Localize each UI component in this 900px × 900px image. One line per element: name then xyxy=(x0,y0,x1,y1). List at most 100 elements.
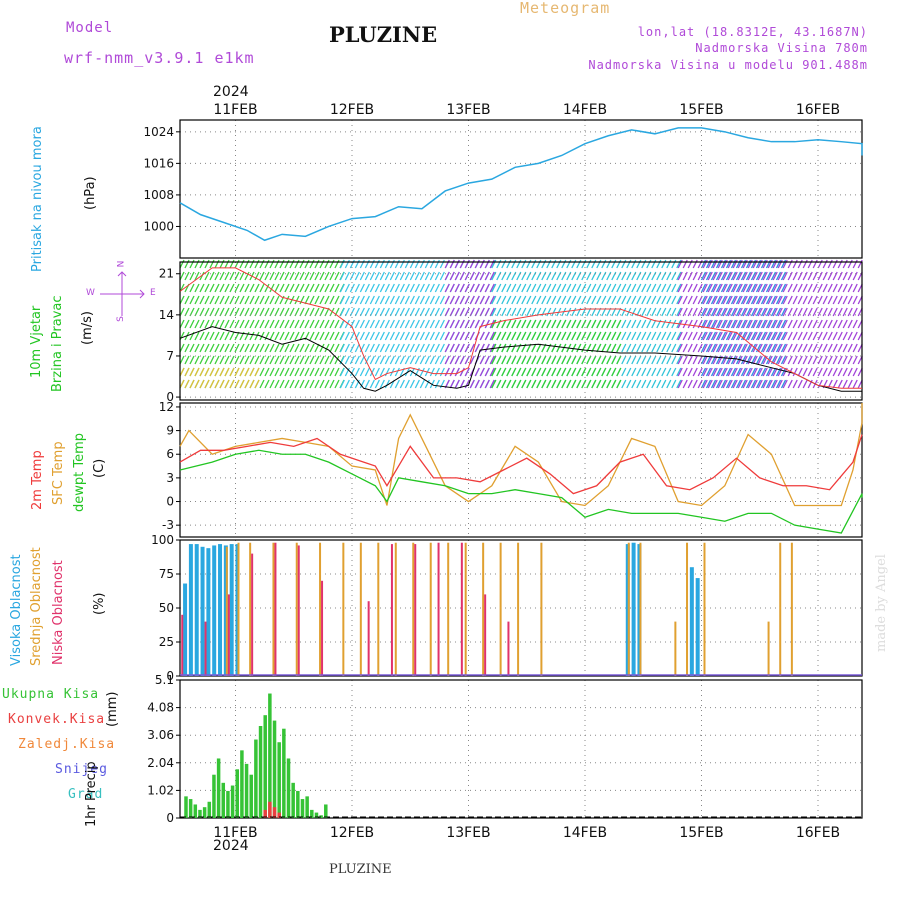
wind-barb xyxy=(750,295,757,305)
wind-barb xyxy=(414,319,420,329)
wind-barb xyxy=(571,379,577,389)
wind-barb xyxy=(775,343,782,353)
wind-barb xyxy=(551,331,557,341)
wind-barb xyxy=(732,295,738,305)
wind-barb xyxy=(374,283,380,293)
wind-barb xyxy=(566,283,572,293)
wind-barb xyxy=(732,283,738,293)
cloud-bar xyxy=(194,544,199,676)
wind-barb xyxy=(324,295,330,305)
wind-barb xyxy=(364,319,370,329)
wind-barb xyxy=(707,307,713,317)
wind-barb xyxy=(374,307,380,317)
wind-barb xyxy=(732,259,738,269)
wind-barb xyxy=(792,367,798,377)
wind-barb xyxy=(661,319,667,329)
wind-barb xyxy=(777,283,783,293)
cloud-bar xyxy=(412,542,415,676)
date-label-bottom: 14FEB xyxy=(563,825,607,841)
elevation-text: Nadmorska Visina 780m xyxy=(695,41,868,55)
wind-barb xyxy=(409,307,415,317)
wind-barb xyxy=(727,259,733,269)
cloud-bar xyxy=(188,544,193,676)
wind-barb xyxy=(740,307,747,317)
wind-barb xyxy=(219,355,225,365)
wind-barb xyxy=(249,283,255,293)
wind-barb xyxy=(244,379,250,389)
wind-barb xyxy=(184,271,190,281)
wind-barb xyxy=(710,295,717,305)
wind-barb xyxy=(284,271,290,281)
wind-barb xyxy=(730,295,737,305)
y-tick-label: 6 xyxy=(166,447,174,461)
wind-barb xyxy=(827,295,833,305)
wind-barb xyxy=(722,343,728,353)
precip-bar xyxy=(286,758,291,818)
wind-barb xyxy=(725,379,732,389)
wind-barb xyxy=(419,379,425,389)
wind-barb xyxy=(536,259,542,269)
wind-barb xyxy=(489,331,495,341)
wind-barb xyxy=(705,307,712,317)
wind-barb xyxy=(179,331,185,341)
wind-barb xyxy=(274,379,280,389)
wind-barb xyxy=(626,331,632,341)
wind-barb xyxy=(676,331,682,341)
wind-barb xyxy=(581,367,587,377)
wind-barb xyxy=(234,283,240,293)
wind-barb xyxy=(631,295,637,305)
wind-barb xyxy=(720,307,727,317)
wind-barb xyxy=(521,331,527,341)
wind-barb xyxy=(601,367,607,377)
wind-barb xyxy=(611,283,617,293)
wind-barb xyxy=(626,379,632,389)
wind-barb xyxy=(687,367,693,377)
wind-barb xyxy=(459,259,465,269)
wind-barb xyxy=(730,331,737,341)
wind-barb xyxy=(807,259,813,269)
wind-barb xyxy=(641,283,647,293)
wind-barb xyxy=(692,343,698,353)
wind-barb xyxy=(700,331,707,341)
wind-barb xyxy=(581,379,587,389)
wind-barb xyxy=(541,367,547,377)
cloud-bar xyxy=(342,542,345,676)
wind-barb xyxy=(822,283,828,293)
wind-barb xyxy=(224,295,230,305)
wind-barb xyxy=(194,283,200,293)
wind-barb xyxy=(760,307,767,317)
wind-barb xyxy=(546,355,552,365)
date-label-top: 11FEB xyxy=(213,102,257,118)
wind-barb xyxy=(511,379,517,389)
wind-barb xyxy=(541,319,547,329)
wind-barb xyxy=(671,307,677,317)
wind-barb xyxy=(219,367,225,377)
wind-barb xyxy=(501,295,507,305)
wind-barb xyxy=(651,355,657,365)
wind-barb xyxy=(434,295,440,305)
wind-barb xyxy=(304,367,310,377)
wind-barb xyxy=(715,283,722,293)
wind-barb xyxy=(379,331,385,341)
wind-barb xyxy=(389,343,395,353)
wind-barb xyxy=(797,379,803,389)
wind-barb xyxy=(765,343,772,353)
wind-barb xyxy=(374,319,380,329)
wind-barb xyxy=(566,295,572,305)
wind-speed-line xyxy=(179,326,862,392)
wind-barb xyxy=(309,379,315,389)
wind-barb xyxy=(484,271,490,281)
wind-barb xyxy=(459,319,465,329)
wind-barb xyxy=(214,319,220,329)
wind-barb xyxy=(735,271,742,281)
wind-barb xyxy=(646,283,652,293)
wind-barb xyxy=(616,367,622,377)
wind-barb xyxy=(556,319,562,329)
wind-barb xyxy=(516,343,522,353)
wind-barb xyxy=(671,283,677,293)
wind-barb xyxy=(697,343,703,353)
wind-barb xyxy=(661,355,667,365)
wind-barb xyxy=(677,331,683,341)
cloud-bar xyxy=(499,542,502,676)
precip-bar xyxy=(240,750,244,818)
